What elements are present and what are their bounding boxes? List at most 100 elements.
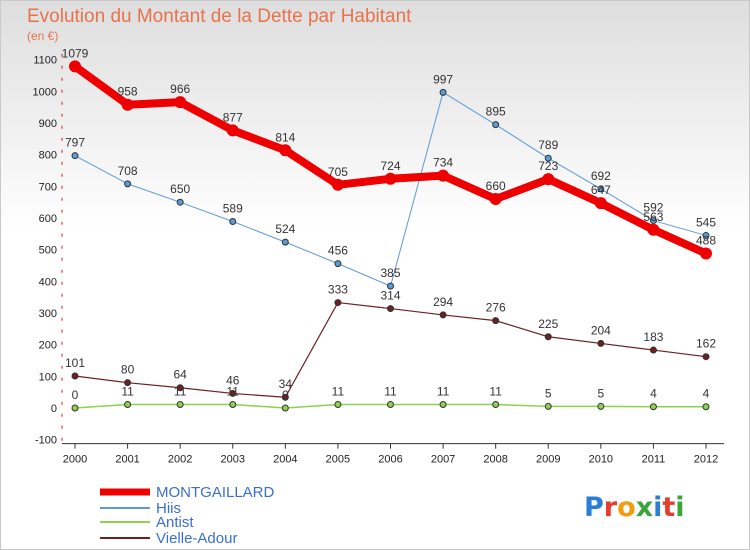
data-label-hiis: 692 [591, 169, 611, 183]
data-point-antist [387, 401, 394, 409]
data-label-vielle-adour: 183 [643, 330, 663, 344]
data-label-antist: 0 [72, 388, 79, 402]
data-label-montgaillard: 563 [643, 210, 663, 224]
data-label-hiis: 524 [275, 222, 295, 236]
data-label-antist: 11 [121, 385, 134, 399]
data-label-vielle-adour: 101 [65, 356, 85, 370]
data-point-vielle-adour [229, 389, 237, 397]
data-label-antist: 4 [650, 387, 657, 401]
data-point-hiis [176, 198, 184, 206]
data-label-montgaillard: 660 [486, 179, 506, 193]
x-tick-label: 2009 [536, 454, 560, 466]
data-label-hiis: 456 [328, 244, 348, 258]
data-label-vielle-adour: 314 [380, 289, 400, 303]
data-label-hiis: 797 [65, 136, 85, 150]
data-point-hiis [281, 238, 289, 246]
data-point-vielle-adour [71, 372, 79, 380]
data-point-antist [702, 403, 710, 411]
data-label-vielle-adour: 34 [279, 377, 293, 391]
data-point-hiis [702, 231, 710, 239]
chart-subtitle: (en €) [27, 29, 58, 43]
y-tick-label: 400 [39, 276, 57, 288]
x-tick-label: 2002 [168, 454, 192, 466]
data-point-montgaillard [121, 98, 134, 111]
data-point-montgaillard [489, 193, 502, 206]
y-tick-label: 0 [51, 403, 57, 415]
data-label-montgaillard: 724 [380, 159, 400, 173]
data-point-montgaillard [331, 178, 344, 191]
data-label-antist: 4 [703, 387, 710, 401]
data-label-antist: 0 [282, 388, 289, 402]
y-tick-label: 100 [39, 371, 57, 383]
data-point-montgaillard [542, 173, 555, 186]
y-tick-label: 800 [39, 150, 57, 162]
data-point-antist [176, 401, 184, 409]
data-point-antist [71, 404, 79, 412]
data-label-antist: 11 [437, 385, 450, 399]
data-point-antist [544, 402, 552, 410]
data-point-vielle-adour [544, 333, 552, 341]
series-montgaillard: 1079 958 966 877 814 705 724 734 660 723 647 563 488 [62, 46, 716, 260]
data-label-hiis: 789 [538, 138, 558, 152]
x-tick-label: 2006 [378, 454, 402, 466]
y-tick-label: 900 [39, 118, 57, 130]
legend-label-montgaillard: MONTGAILLARD [156, 484, 275, 501]
x-tick-label: 2001 [115, 454, 139, 466]
y-tick-label: 1000 [33, 86, 57, 98]
data-point-montgaillard [69, 60, 81, 73]
series-hiis: 797 708 650 589 524 456 385 997 895 789 692 592 545 [65, 72, 716, 290]
data-label-vielle-adour: 294 [433, 295, 453, 309]
x-tick-label: 2012 [694, 454, 718, 466]
data-point-hiis [544, 154, 552, 162]
data-label-hiis: 589 [223, 202, 243, 216]
y-tick-label: 500 [39, 245, 57, 257]
data-point-montgaillard [437, 169, 450, 182]
data-label-antist: 11 [489, 385, 502, 399]
data-label-montgaillard: 488 [696, 233, 716, 247]
data-label-vielle-adour: 46 [226, 373, 240, 387]
y-tick-label: -100 [35, 435, 57, 447]
x-tick-label: 2010 [589, 454, 613, 466]
y-tick-label: 200 [39, 340, 57, 352]
data-point-antist [124, 401, 132, 409]
data-point-antist [229, 401, 237, 409]
data-label-montgaillard: 705 [328, 165, 348, 179]
proxiti-logo: Proxiti [584, 492, 685, 523]
x-tick-label: 2011 [642, 454, 666, 466]
data-label-montgaillard: 814 [275, 130, 295, 144]
data-point-vielle-adour [649, 346, 657, 354]
data-label-antist: 11 [227, 385, 240, 399]
y-tick-label: 700 [39, 181, 57, 193]
data-label-hiis: 708 [118, 164, 138, 178]
data-label-hiis: 545 [696, 215, 716, 229]
data-label-antist: 11 [332, 385, 345, 399]
data-label-vielle-adour: 276 [486, 301, 506, 315]
data-label-montgaillard: 966 [170, 82, 190, 96]
data-point-hiis [334, 260, 342, 268]
data-point-vielle-adour [702, 353, 710, 361]
data-point-hiis [492, 121, 500, 129]
data-label-vielle-adour: 64 [173, 368, 187, 382]
series-line-vielle-adour [74, 301, 707, 398]
data-point-vielle-adour [492, 317, 500, 325]
data-label-montgaillard: 1079 [62, 46, 89, 60]
data-label-antist: 5 [545, 386, 552, 400]
chart-title: Evolution du Montant de la Dette par Hab… [27, 6, 412, 27]
x-tick-label: 2005 [326, 454, 350, 466]
legend-label-vielle-adour: Vielle-Adour [156, 530, 237, 547]
legend-label-antist: Antist [156, 514, 194, 531]
data-point-vielle-adour [387, 305, 394, 313]
data-label-antist: 5 [597, 386, 604, 400]
data-point-antist [439, 401, 447, 409]
x-tick-label: 2003 [221, 454, 245, 466]
data-label-hiis: 592 [643, 201, 663, 215]
data-point-vielle-adour [281, 393, 289, 401]
data-point-montgaillard [647, 223, 660, 236]
data-point-montgaillard [174, 96, 187, 109]
x-tick-label: 2008 [483, 454, 507, 466]
data-label-montgaillard: 877 [223, 110, 243, 124]
data-point-antist [492, 401, 500, 409]
data-point-montgaillard [384, 172, 397, 185]
